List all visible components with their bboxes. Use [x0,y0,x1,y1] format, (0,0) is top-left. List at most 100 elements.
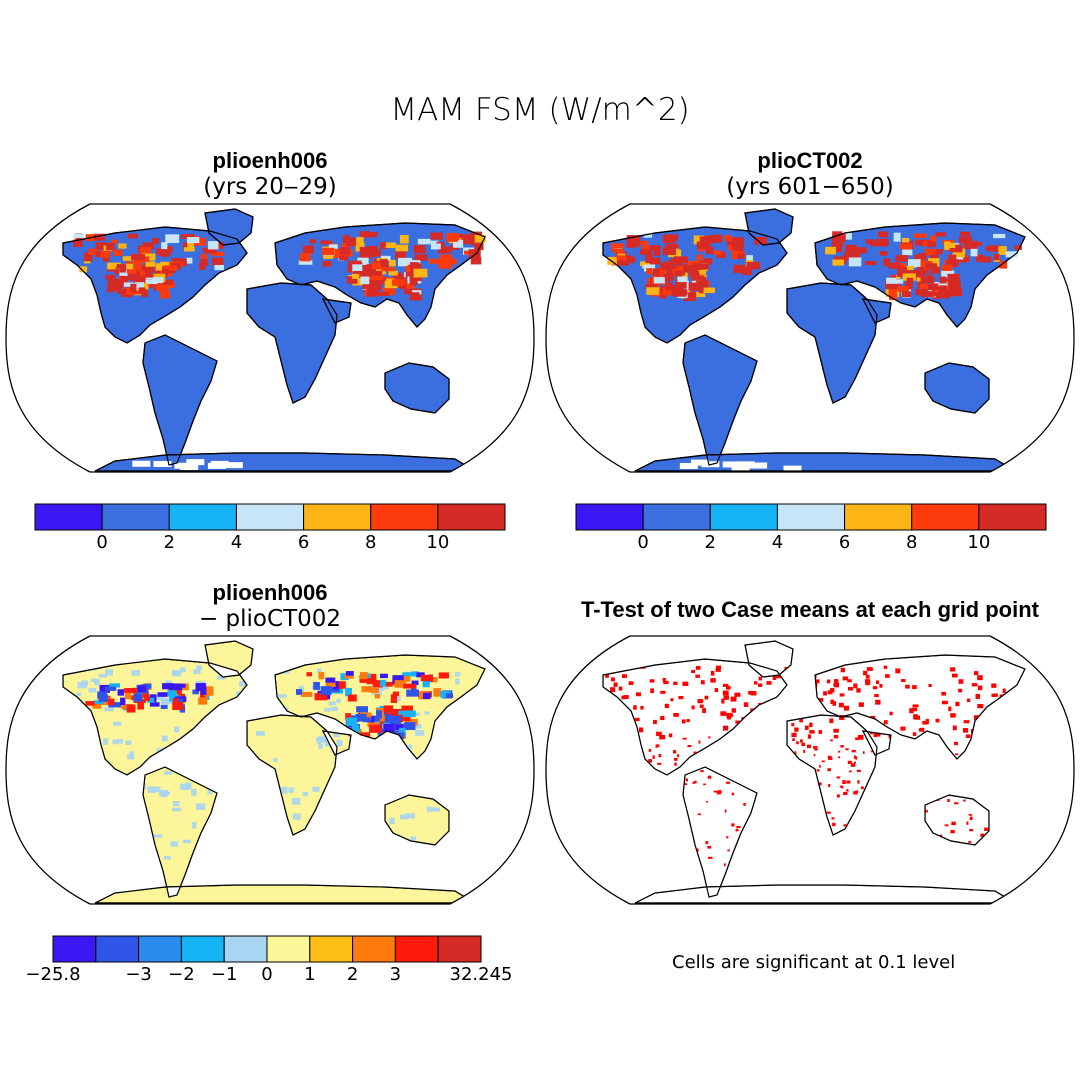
snow-cell [352,279,363,286]
significant-cell [865,681,871,686]
significant-cell [991,683,997,688]
snow-cell [928,258,940,267]
significant-cell [634,717,640,722]
snow-cell [696,280,709,288]
diff-cell [97,691,108,699]
snow-cell [640,240,649,246]
snow-cell [877,231,888,238]
snow-cell [107,284,115,293]
significant-cell [653,719,657,725]
significant-cell [977,675,983,681]
significant-cell [823,691,827,696]
diff-cell [98,674,107,678]
diff-cell [133,693,143,702]
diff-cell [104,707,114,712]
significant-cell [638,727,644,733]
significant-cell [873,733,878,738]
colorbar-tick-label: 6 [297,532,310,553]
snow-cell [831,244,843,252]
diff-cell [147,786,156,793]
snow-cell [303,245,314,254]
significant-cell [857,780,860,784]
snow-cell [843,252,853,259]
coastline-antarctica [634,884,1018,904]
snow-cell [375,291,390,297]
snow-cell [960,231,971,237]
significant-cell [720,711,727,716]
colorbar-tick-label: 10 [967,532,991,553]
snow-cell [893,261,901,270]
ice-patch [210,460,229,467]
diff-cell [255,731,265,736]
map-frame [5,635,535,905]
diff-cell [399,727,406,736]
significant-cell [850,763,856,767]
significant-cell [803,749,806,754]
snow-cell [95,242,103,250]
diff-cell [103,738,109,745]
snow-cell [160,249,170,257]
diff-cell [196,665,202,670]
significant-cell [706,801,708,803]
colorbar-tick-label: 8 [905,532,918,553]
snow-cell [160,291,170,299]
coastline-samerica [142,766,218,898]
coastline-namerica [602,658,788,776]
significant-cell [1002,688,1006,694]
significant-cell [919,727,925,731]
diff-cell [345,687,352,697]
snow-cell [607,256,618,265]
significant-cell [888,735,891,739]
coastline-africa [246,714,338,836]
diff-cell [157,692,168,697]
snow-cell [88,248,99,255]
map-frame [545,635,1075,905]
snow-cell [140,247,152,253]
snow-cell [134,286,141,295]
snow-cell [893,279,904,284]
diff-cell [90,678,97,683]
diff-cell [430,677,438,683]
significant-cell [818,698,824,702]
snow-cell [356,237,364,244]
snow-cell [899,243,913,250]
significant-cell [862,751,865,754]
snow-cell [159,279,174,285]
diff-cell [109,683,121,688]
snow-cell [164,268,176,274]
snow-cell [902,265,914,271]
significant-cell [707,845,712,849]
snow-cell [351,273,360,280]
significant-cell [832,701,837,706]
snow-cell [663,273,674,281]
snow-cell [948,254,957,261]
diff-cell [379,673,388,679]
snow-cell [754,236,767,245]
snow-cell [366,264,373,271]
snow-cell [933,249,943,255]
snow-cell [165,234,180,243]
ice-patch [690,459,709,466]
panel3-title: plioenh006 [212,580,328,605]
significant-cell [826,811,831,814]
snow-cell [700,276,707,283]
significant-cell [895,668,901,674]
diff-cell [125,740,132,745]
diff-cell [203,687,214,696]
diff-cell [345,713,352,720]
snow-cell [439,254,453,263]
colorbar-tick-label: 8 [364,532,377,553]
colorbar-swatch [34,503,103,531]
snow-cell [367,283,382,291]
significant-cell [830,739,833,742]
snow-cell [381,267,395,272]
significant-cell [673,681,678,685]
significant-cell [714,688,719,693]
diff-cell [182,839,191,844]
significant-cell [695,665,701,670]
colorbar-swatch [180,935,225,963]
snow-cell [958,236,972,244]
significant-cell [658,753,662,758]
panel2-subtitle: (yrs 601−650) [726,174,894,200]
significant-cell [722,725,729,731]
